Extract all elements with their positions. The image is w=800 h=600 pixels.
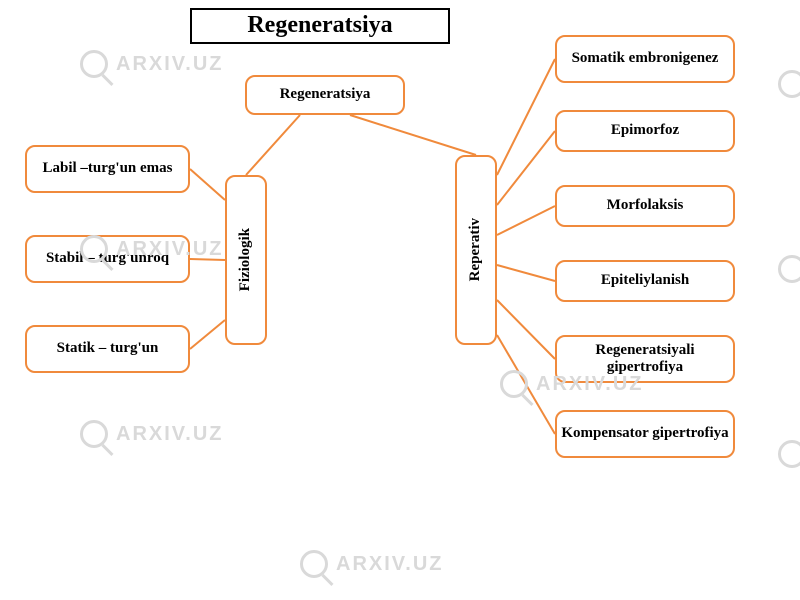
watermark: ARXIV.UZ <box>80 50 224 78</box>
edge-rep_r5-regip_l <box>497 300 555 359</box>
node-epim: Epimorfoz <box>555 110 735 152</box>
diagram-title: Regeneratsiya <box>190 8 450 44</box>
node-fiz: Fiziologik <box>225 175 267 345</box>
node-labil: Labil –turg'un emas <box>25 145 190 193</box>
node-somat: Somatik embronigenez <box>555 35 735 83</box>
node-statik: Statik – turg'un <box>25 325 190 373</box>
node-label: Labil –turg'un emas <box>42 160 172 177</box>
edge-fiz_l3-statik_r <box>190 320 225 349</box>
node-epit: Epiteliylanish <box>555 260 735 302</box>
watermark-text: ARXIV.UZ <box>116 423 224 446</box>
watermark: ARXIV.UZ <box>300 550 444 578</box>
node-morf: Morfolaksis <box>555 185 735 227</box>
watermark-text: ARXIV.UZ <box>116 53 224 76</box>
edge-rep_r2-epim_l <box>497 131 555 205</box>
search-icon <box>80 50 108 78</box>
node-label: Morfolaksis <box>607 197 684 214</box>
node-label: Kompensator gipertrofiya <box>561 425 728 442</box>
node-label: Epiteliylanish <box>601 272 689 289</box>
watermark-partial <box>770 255 800 315</box>
edge-root_bl-fiz_top <box>246 115 300 175</box>
title-text: Regeneratsiya <box>247 12 392 40</box>
edge-rep_r4-epit_l <box>497 265 555 281</box>
search-icon <box>300 550 328 578</box>
watermark-partial <box>770 440 800 500</box>
node-label: Epimorfoz <box>611 122 679 139</box>
node-label: Fiziologik <box>237 228 254 291</box>
node-label: Somatik embronigenez <box>572 50 719 67</box>
search-icon <box>500 370 528 398</box>
watermark-text: ARXIV.UZ <box>336 553 444 576</box>
node-label: Statik – turg'un <box>57 340 159 357</box>
edge-rep_r1-somat_l <box>497 59 555 175</box>
search-icon <box>80 420 108 448</box>
watermark-partial <box>770 70 800 130</box>
node-label: Regeneratsiyali gipertrofiya <box>561 342 729 377</box>
edge-fiz_l2-stabil_r <box>190 259 225 260</box>
node-rep: Reperativ <box>455 155 497 345</box>
node-label: Regeneratsiya <box>280 86 371 103</box>
node-label: Stabil – turg'unroq <box>46 250 169 267</box>
edge-rep_r6-komp_l <box>497 335 555 434</box>
node-stabil: Stabil – turg'unroq <box>25 235 190 283</box>
node-komp: Kompensator gipertrofiya <box>555 410 735 458</box>
watermark: ARXIV.UZ <box>80 420 224 448</box>
edge-root_br-rep_top <box>350 115 476 155</box>
node-label: Reperativ <box>467 218 484 281</box>
node-root: Regeneratsiya <box>245 75 405 115</box>
edge-fiz_l1-labil_r <box>190 169 225 200</box>
edge-rep_r3-morf_l <box>497 206 555 235</box>
node-regip: Regeneratsiyali gipertrofiya <box>555 335 735 383</box>
